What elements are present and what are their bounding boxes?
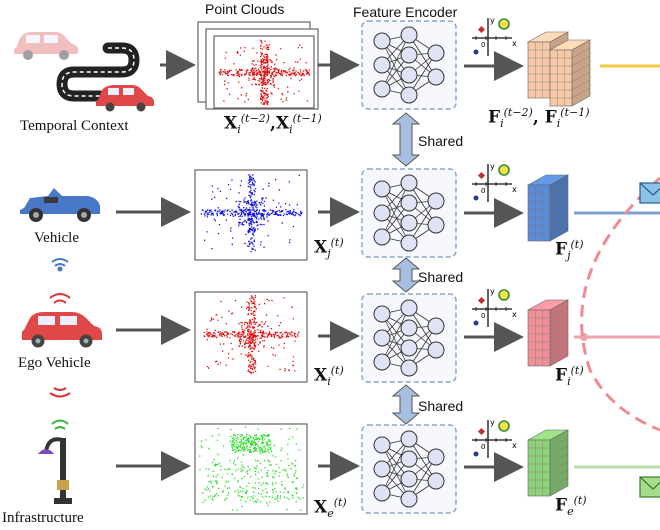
convertible-icon (20, 188, 100, 222)
road-icon (56, 42, 140, 102)
vehicle-label: Vehicle (34, 230, 79, 246)
infra-point-cloud-symbol: Xe(t) (314, 496, 347, 521)
point-cloud-scatter (203, 295, 300, 374)
axis-x-label: x (512, 185, 517, 194)
wifi-icon (49, 387, 71, 398)
ego-feature-symbol: Fi(t) (555, 364, 584, 389)
point-cloud-scatter (199, 426, 305, 511)
temporal-point-cloud-symbol: Xi(t−2),Xi(t−1) (224, 112, 322, 137)
shared-arrow-1 (391, 112, 421, 167)
axis-origin-label: 0 (481, 443, 485, 451)
car-icon-ego (22, 312, 102, 348)
point-clouds-title: Point Clouds (205, 1, 285, 17)
temporal-context-label: Temporal Context (20, 118, 129, 134)
axis-x-label: x (512, 441, 517, 450)
infra-feature-symbol: Fe(t) (555, 494, 587, 519)
vehicle-feature-symbol: Fj(t) (555, 238, 584, 263)
coordinate-axis-icon: x y 0 (472, 418, 517, 458)
communication-range-arc (580, 176, 660, 432)
shared-label-2: Shared (418, 269, 464, 285)
infra-feature-map (526, 429, 570, 497)
feature-encoder-3 (361, 293, 457, 383)
ego-point-cloud-symbol: Xi(t) (314, 364, 344, 389)
envelope-icon (639, 182, 660, 204)
axis-y-label: y (490, 418, 495, 427)
axis-x-label: x (512, 39, 517, 48)
temporal-feature-symbol: Fi(t−2), Fi(t−1) (488, 106, 590, 131)
streetlight-icon (38, 437, 72, 504)
envelope-icon (639, 476, 660, 498)
car-icon-faded (14, 32, 78, 60)
infrastructure-label: Infrastructure (2, 510, 84, 526)
shared-label-1: Shared (418, 133, 464, 149)
point-cloud-scatter (200, 174, 303, 253)
axis-origin-label: 0 (481, 312, 485, 320)
coordinate-axis-icon: x y 0 (472, 16, 517, 56)
car-icon (96, 85, 154, 112)
feature-encoder-title: Feature Encoder (353, 4, 458, 20)
axis-x-label: x (512, 310, 517, 319)
temporal-feature-map-front (548, 39, 592, 107)
vehicle-point-cloud-symbol: Xj(t) (314, 236, 344, 261)
shared-label-3: Shared (418, 398, 464, 414)
feature-encoder-2 (361, 168, 457, 258)
wifi-icon (51, 258, 69, 272)
wifi-icon (51, 419, 69, 430)
axis-y-label: y (490, 16, 495, 25)
shared-arrow-2 (391, 257, 421, 293)
ego-feature-map (526, 299, 570, 367)
ego-vehicle-label: Ego Vehicle (18, 355, 91, 371)
axis-y-label: y (490, 162, 495, 171)
wifi-icon (49, 293, 71, 304)
axis-y-label: y (490, 287, 495, 296)
axis-origin-label: 0 (481, 187, 485, 195)
temporal-point-cloud-stack (197, 21, 319, 110)
coordinate-axis-icon: x y 0 (472, 287, 517, 327)
point-cloud-scatter (218, 39, 311, 106)
vehicle-feature-map (526, 174, 570, 242)
shared-arrow-3 (391, 384, 421, 425)
coordinate-axis-icon: x y 0 (472, 162, 517, 202)
feature-encoder-4 (361, 424, 457, 514)
axis-origin-label: 0 (481, 41, 485, 49)
infra-point-cloud-frame (194, 423, 308, 515)
feature-encoder-1 (361, 20, 457, 110)
